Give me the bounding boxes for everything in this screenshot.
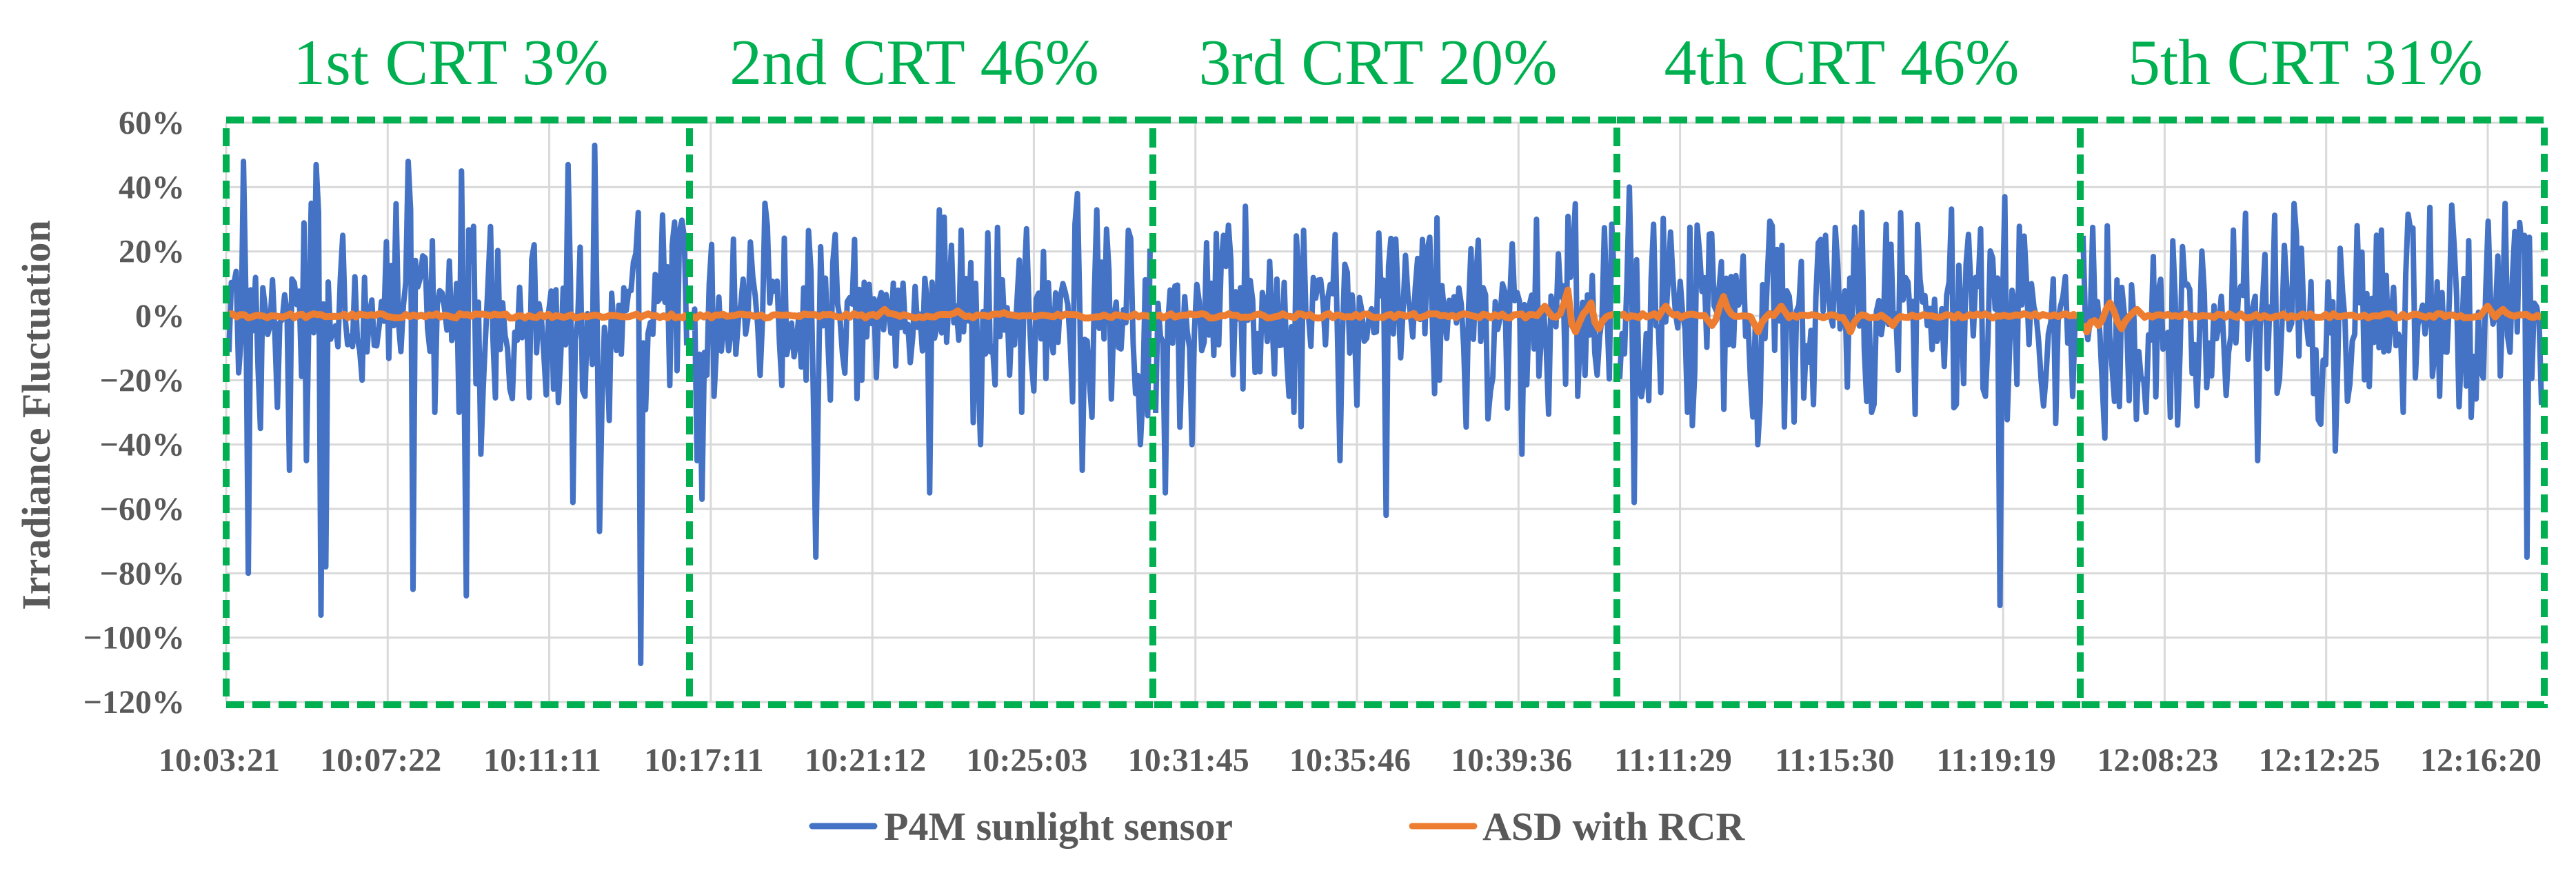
x-tick-label: 10:31:45 (1128, 742, 1249, 779)
crt-label-5: 5th CRT 31% (2128, 27, 2483, 99)
x-tick-label: 12:16:20 (2420, 742, 2542, 779)
x-tick-label: 10:39:36 (1451, 742, 1572, 779)
series-line-p4m-seg-2 (690, 190, 1153, 560)
series-line-p4m-seg-1 (226, 142, 690, 666)
series-line-asd-seg-2 (690, 305, 1151, 322)
x-tick-label: 10:03:21 (159, 742, 280, 779)
x-tick-label: 10:11:11 (483, 742, 601, 779)
series-line-asd-seg-1 (229, 310, 690, 322)
y-axis-ticks: 60% 40% 20% 0% −20% −40% −60% −80% −100% −120% (83, 105, 185, 721)
x-axis-ticks: 10:03:21 10:07:22 10:11:11 10:17:11 10:21:12… (159, 742, 2542, 779)
x-tick-label: 11:11:29 (1614, 742, 1732, 779)
series-line-asd-seg-3 (1154, 286, 1616, 336)
x-tick-label: 12:12:25 (2259, 742, 2380, 779)
legend: P4M sunlight sensor ASD with RCR (809, 804, 1745, 849)
y-tick-label: 0% (135, 298, 185, 334)
x-tick-label: 10:21:12 (805, 742, 926, 779)
y-tick-label: −120% (83, 684, 185, 721)
x-tick-label: 12:08:23 (2097, 742, 2218, 779)
x-tick-label: 11:19:19 (1936, 742, 2055, 779)
series-line-p4m-seg-4 (1617, 184, 2080, 608)
y-axis-label: Irradiance Fluctuation (14, 220, 59, 610)
crt-box-5 (2077, 117, 2548, 708)
crt-labels: 1st CRT 3% 2nd CRT 46% 3rd CRT 20% 4th CRT … (293, 27, 2483, 99)
y-tick-label: −100% (83, 620, 185, 656)
crt-label-3: 3rd CRT 20% (1198, 27, 1557, 99)
crt-label-2: 2nd CRT 46% (729, 27, 1099, 99)
crt-label-4: 4th CRT 46% (1664, 27, 2020, 99)
y-tick-label: −80% (100, 555, 185, 592)
y-tick-label: 20% (119, 234, 185, 270)
y-tick-label: 40% (119, 169, 185, 205)
series-layer (226, 142, 2544, 666)
y-tick-label: −60% (100, 491, 185, 528)
legend-label-p4m: P4M sunlight sensor (884, 804, 1233, 849)
series-line-p4m-seg-5 (2080, 201, 2544, 560)
x-tick-label: 10:07:22 (320, 742, 441, 779)
series-line-asd-seg-4 (1618, 293, 2080, 336)
x-tick-label: 11:15:30 (1775, 742, 1894, 779)
y-tick-label: 60% (119, 105, 185, 141)
crt-label-1: 1st CRT 3% (293, 27, 608, 99)
y-tick-label: −40% (100, 427, 185, 463)
legend-label-asd: ASD with RCR (1482, 804, 1745, 849)
x-tick-label: 10:17:11 (644, 742, 763, 779)
series-line-asd-seg-5 (2080, 299, 2544, 336)
x-tick-label: 10:25:03 (966, 742, 1087, 779)
y-tick-label: −20% (100, 362, 185, 399)
x-tick-label: 10:35:46 (1289, 742, 1411, 779)
